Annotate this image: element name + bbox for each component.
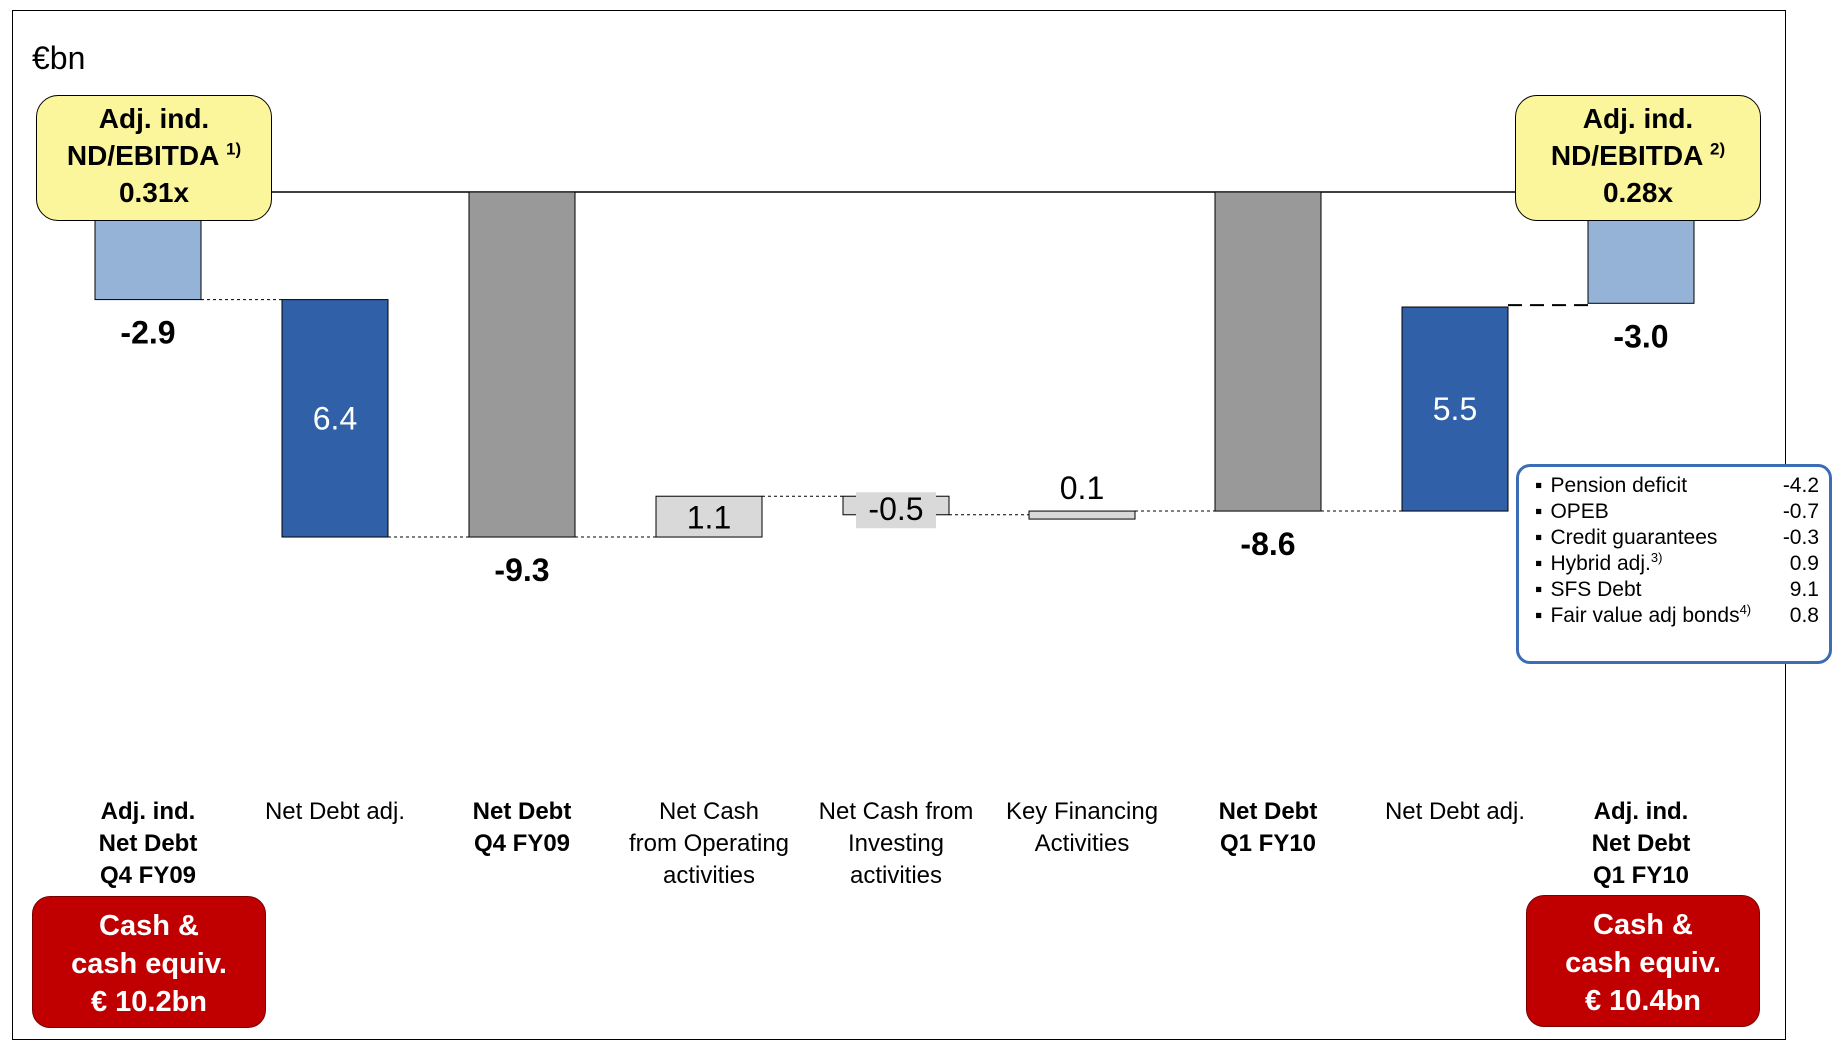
category-label: Net Cash from Operating activities (614, 796, 804, 892)
waterfall-bar (468, 191, 576, 538)
category-label-line: Net Cash from (818, 798, 974, 825)
category-label-line: Q1 FY10 (1592, 862, 1690, 889)
bar-value-label: -0.5 (868, 491, 923, 527)
category-label-line: Net Debt adj. (1384, 798, 1526, 825)
category-label-line: Net Debt (1218, 798, 1318, 825)
category-label-line: Net Debt (1591, 830, 1691, 857)
bar-value-label: -8.6 (1240, 526, 1295, 562)
cash-line2: cash equiv. (1565, 947, 1721, 979)
breakdown-label: Fair value adj bonds4) (1535, 603, 1751, 629)
footnote-ref: 4) (1739, 602, 1752, 617)
category-label-line: Net Cash (658, 798, 760, 825)
breakdown-row: SFS Debt 9.1 (1535, 577, 1819, 603)
cash-line1: Cash & (99, 910, 199, 942)
breakdown-label: Credit guarantees (1535, 525, 1717, 551)
category-label-line: Q4 FY09 (99, 862, 197, 889)
waterfall-bar (655, 495, 763, 538)
value-label-background (856, 492, 936, 529)
ratio-title: Adj. ind. (1582, 103, 1694, 134)
waterfall-bar (1214, 191, 1322, 512)
category-label-line: activities (662, 862, 756, 889)
cash-line3: € 10.2bn (90, 986, 208, 1018)
breakdown-label: OPEB (1535, 499, 1608, 525)
waterfall-bar (1401, 306, 1509, 512)
category-label-line: Net Debt (472, 798, 572, 825)
breakdown-label: Pension deficit (1535, 473, 1687, 499)
breakdown-label: SFS Debt (1535, 577, 1641, 603)
bar-value-label: -2.9 (120, 315, 175, 351)
breakdown-value: -4.2 (1782, 474, 1819, 497)
cash-box-left: Cash & cash equiv. € 10.2bn (32, 896, 266, 1028)
bar-value-label: 1.1 (687, 500, 731, 536)
unit-label: €bn (32, 40, 86, 76)
category-label-line: from Operating (628, 830, 790, 857)
breakdown-label: Hybrid adj.3) (1535, 551, 1662, 577)
bar-value-label: 5.5 (1433, 391, 1477, 427)
category-label-line: Activities (1034, 830, 1130, 857)
category-label: Net Debt Q1 FY10 (1173, 796, 1363, 860)
category-label: Net Debt adj. (1360, 796, 1550, 828)
ratio-box-left: Adj. ind. ND/EBITDA 1) 0.31x (36, 95, 272, 221)
ratio-box-right: Adj. ind. ND/EBITDA 2) 0.28x (1515, 95, 1761, 221)
cash-line1: Cash & (1593, 909, 1693, 941)
breakdown-row: Hybrid adj.3) 0.9 (1535, 551, 1819, 577)
ratio-value: 0.31x (118, 177, 190, 208)
category-label: Key Financing Activities (987, 796, 1177, 860)
net-debt-adjustment-breakdown: Pension deficit -4.2 OPEB -0.7 Credit guar… (1516, 464, 1832, 664)
waterfall-bar (281, 299, 389, 538)
cash-box-right: Cash & cash equiv. € 10.4bn (1526, 895, 1760, 1027)
cash-line2: cash equiv. (71, 948, 227, 980)
ratio-subtitle: ND/EBITDA 2) (1550, 139, 1726, 171)
ratio-value: 0.28x (1602, 177, 1674, 208)
breakdown-row: Credit guarantees -0.3 (1535, 525, 1819, 551)
breakdown-value: -0.3 (1782, 526, 1819, 549)
bar-value-label: -9.3 (494, 552, 549, 588)
category-label-line: Investing (847, 830, 945, 857)
breakdown-value: 0.9 (1789, 552, 1819, 575)
category-label: Adj. ind. Net Debt Q4 FY09 (53, 796, 243, 892)
category-label-line: Q1 FY10 (1219, 830, 1317, 857)
category-label-line: Net Debt (98, 830, 198, 857)
cash-line3: € 10.4bn (1584, 985, 1702, 1017)
bar-value-label: -3.0 (1613, 318, 1668, 354)
breakdown-value: 9.1 (1789, 578, 1819, 601)
ratio-subtitle: ND/EBITDA 1) (66, 139, 242, 171)
breakdown-value: -0.7 (1782, 500, 1819, 523)
category-label: Net Debt Q4 FY09 (427, 796, 617, 860)
category-label: Net Cash from Investing activities (801, 796, 991, 892)
category-label-line: Q4 FY09 (473, 830, 571, 857)
category-label: Net Debt adj. (240, 796, 430, 828)
footnote-ref: 1) (226, 139, 242, 159)
category-label-line: activities (849, 862, 943, 889)
ratio-title: Adj. ind. (98, 103, 210, 134)
category-label-line: Adj. ind. (100, 798, 196, 825)
breakdown-row: Fair value adj bonds4) 0.8 (1535, 603, 1819, 629)
category-label: Adj. ind. Net Debt Q1 FY10 (1546, 796, 1736, 892)
bar-value-label: 0.1 (1060, 470, 1104, 506)
waterfall-bar (1028, 510, 1136, 520)
breakdown-row: OPEB -0.7 (1535, 499, 1819, 525)
category-label-line: Key Financing (1005, 798, 1159, 825)
footnote-ref: 3) (1650, 550, 1663, 565)
breakdown-row: Pension deficit -4.2 (1535, 473, 1819, 499)
category-label-line: Adj. ind. (1593, 798, 1689, 825)
footnote-ref: 2) (1710, 139, 1726, 159)
bar-value-label: 6.4 (313, 400, 357, 436)
breakdown-value: 0.8 (1789, 604, 1819, 627)
category-label-line: Net Debt adj. (264, 798, 406, 825)
